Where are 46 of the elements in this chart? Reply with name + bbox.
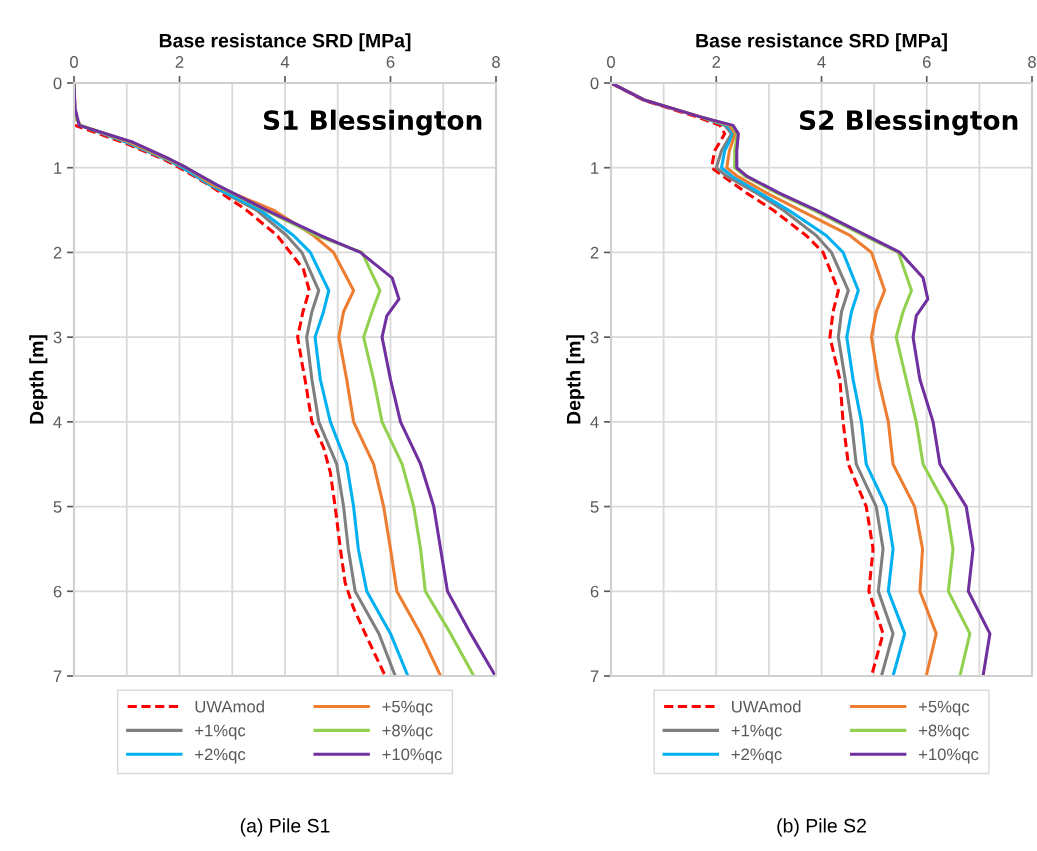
y-axis-title: Depth [m]	[29, 335, 48, 424]
y-tick-label: 4	[53, 416, 62, 428]
x-tick-label: 4	[817, 56, 826, 68]
y-tick-label: 3	[53, 331, 62, 344]
x-axis-title: Base resistance SRD [MPa]	[696, 33, 947, 52]
y-axis-title: Depth [m]	[566, 335, 585, 424]
y-tick-label: 6	[53, 585, 62, 598]
y-tick-label: 5	[590, 501, 599, 513]
x-tick-label: 0	[70, 56, 78, 68]
x-axis-title: Base resistance SRD [MPa]	[159, 33, 411, 52]
legend-label: +10%qc	[918, 748, 979, 764]
x-tick-label: 6	[386, 56, 395, 68]
legend-label: +1%qc	[731, 724, 782, 740]
x-tick-label: 2	[175, 56, 184, 68]
y-tick-label: 4	[590, 416, 599, 428]
text: S2 Blessington	[799, 109, 1018, 136]
legend-label: +10%qc	[382, 748, 442, 764]
legend-label: UWAmod	[195, 700, 264, 713]
x-tick-label: 8	[492, 56, 500, 68]
y-tick-label: 5	[53, 501, 62, 513]
x-tick-label: 0	[607, 56, 615, 68]
legend-label: +2%qc	[731, 748, 782, 764]
text: (a) Pile S1	[240, 818, 330, 837]
legend-label: +1%qc	[195, 724, 246, 740]
legend-label: +5%qc	[382, 700, 433, 716]
x-tick-label: 6	[922, 56, 931, 68]
x-tick-label: 8	[1028, 56, 1036, 68]
legend-label: UWAmod	[732, 700, 801, 713]
y-tick-label: 0	[590, 77, 599, 90]
legend-label: +8%qc	[382, 724, 433, 740]
y-tick-label: 6	[590, 585, 599, 598]
legend-label: +8%qc	[918, 724, 970, 740]
y-tick-label: 7	[53, 670, 62, 683]
y-tick-label: 7	[590, 670, 599, 683]
text: (b) Pile S2	[777, 818, 866, 837]
y-tick-label: 1	[54, 162, 62, 174]
y-tick-label: 1	[591, 162, 599, 174]
x-tick-label: 2	[712, 56, 721, 68]
y-tick-label: 0	[53, 77, 62, 90]
y-tick-label: 3	[590, 331, 599, 344]
legend-label: +5%qc	[918, 700, 970, 716]
y-tick-label: 2	[590, 246, 599, 259]
legend-label: +2%qc	[195, 748, 246, 764]
y-tick-label: 2	[53, 246, 62, 259]
x-tick-label: 4	[280, 56, 290, 68]
text: S1 Blessington	[263, 109, 482, 136]
